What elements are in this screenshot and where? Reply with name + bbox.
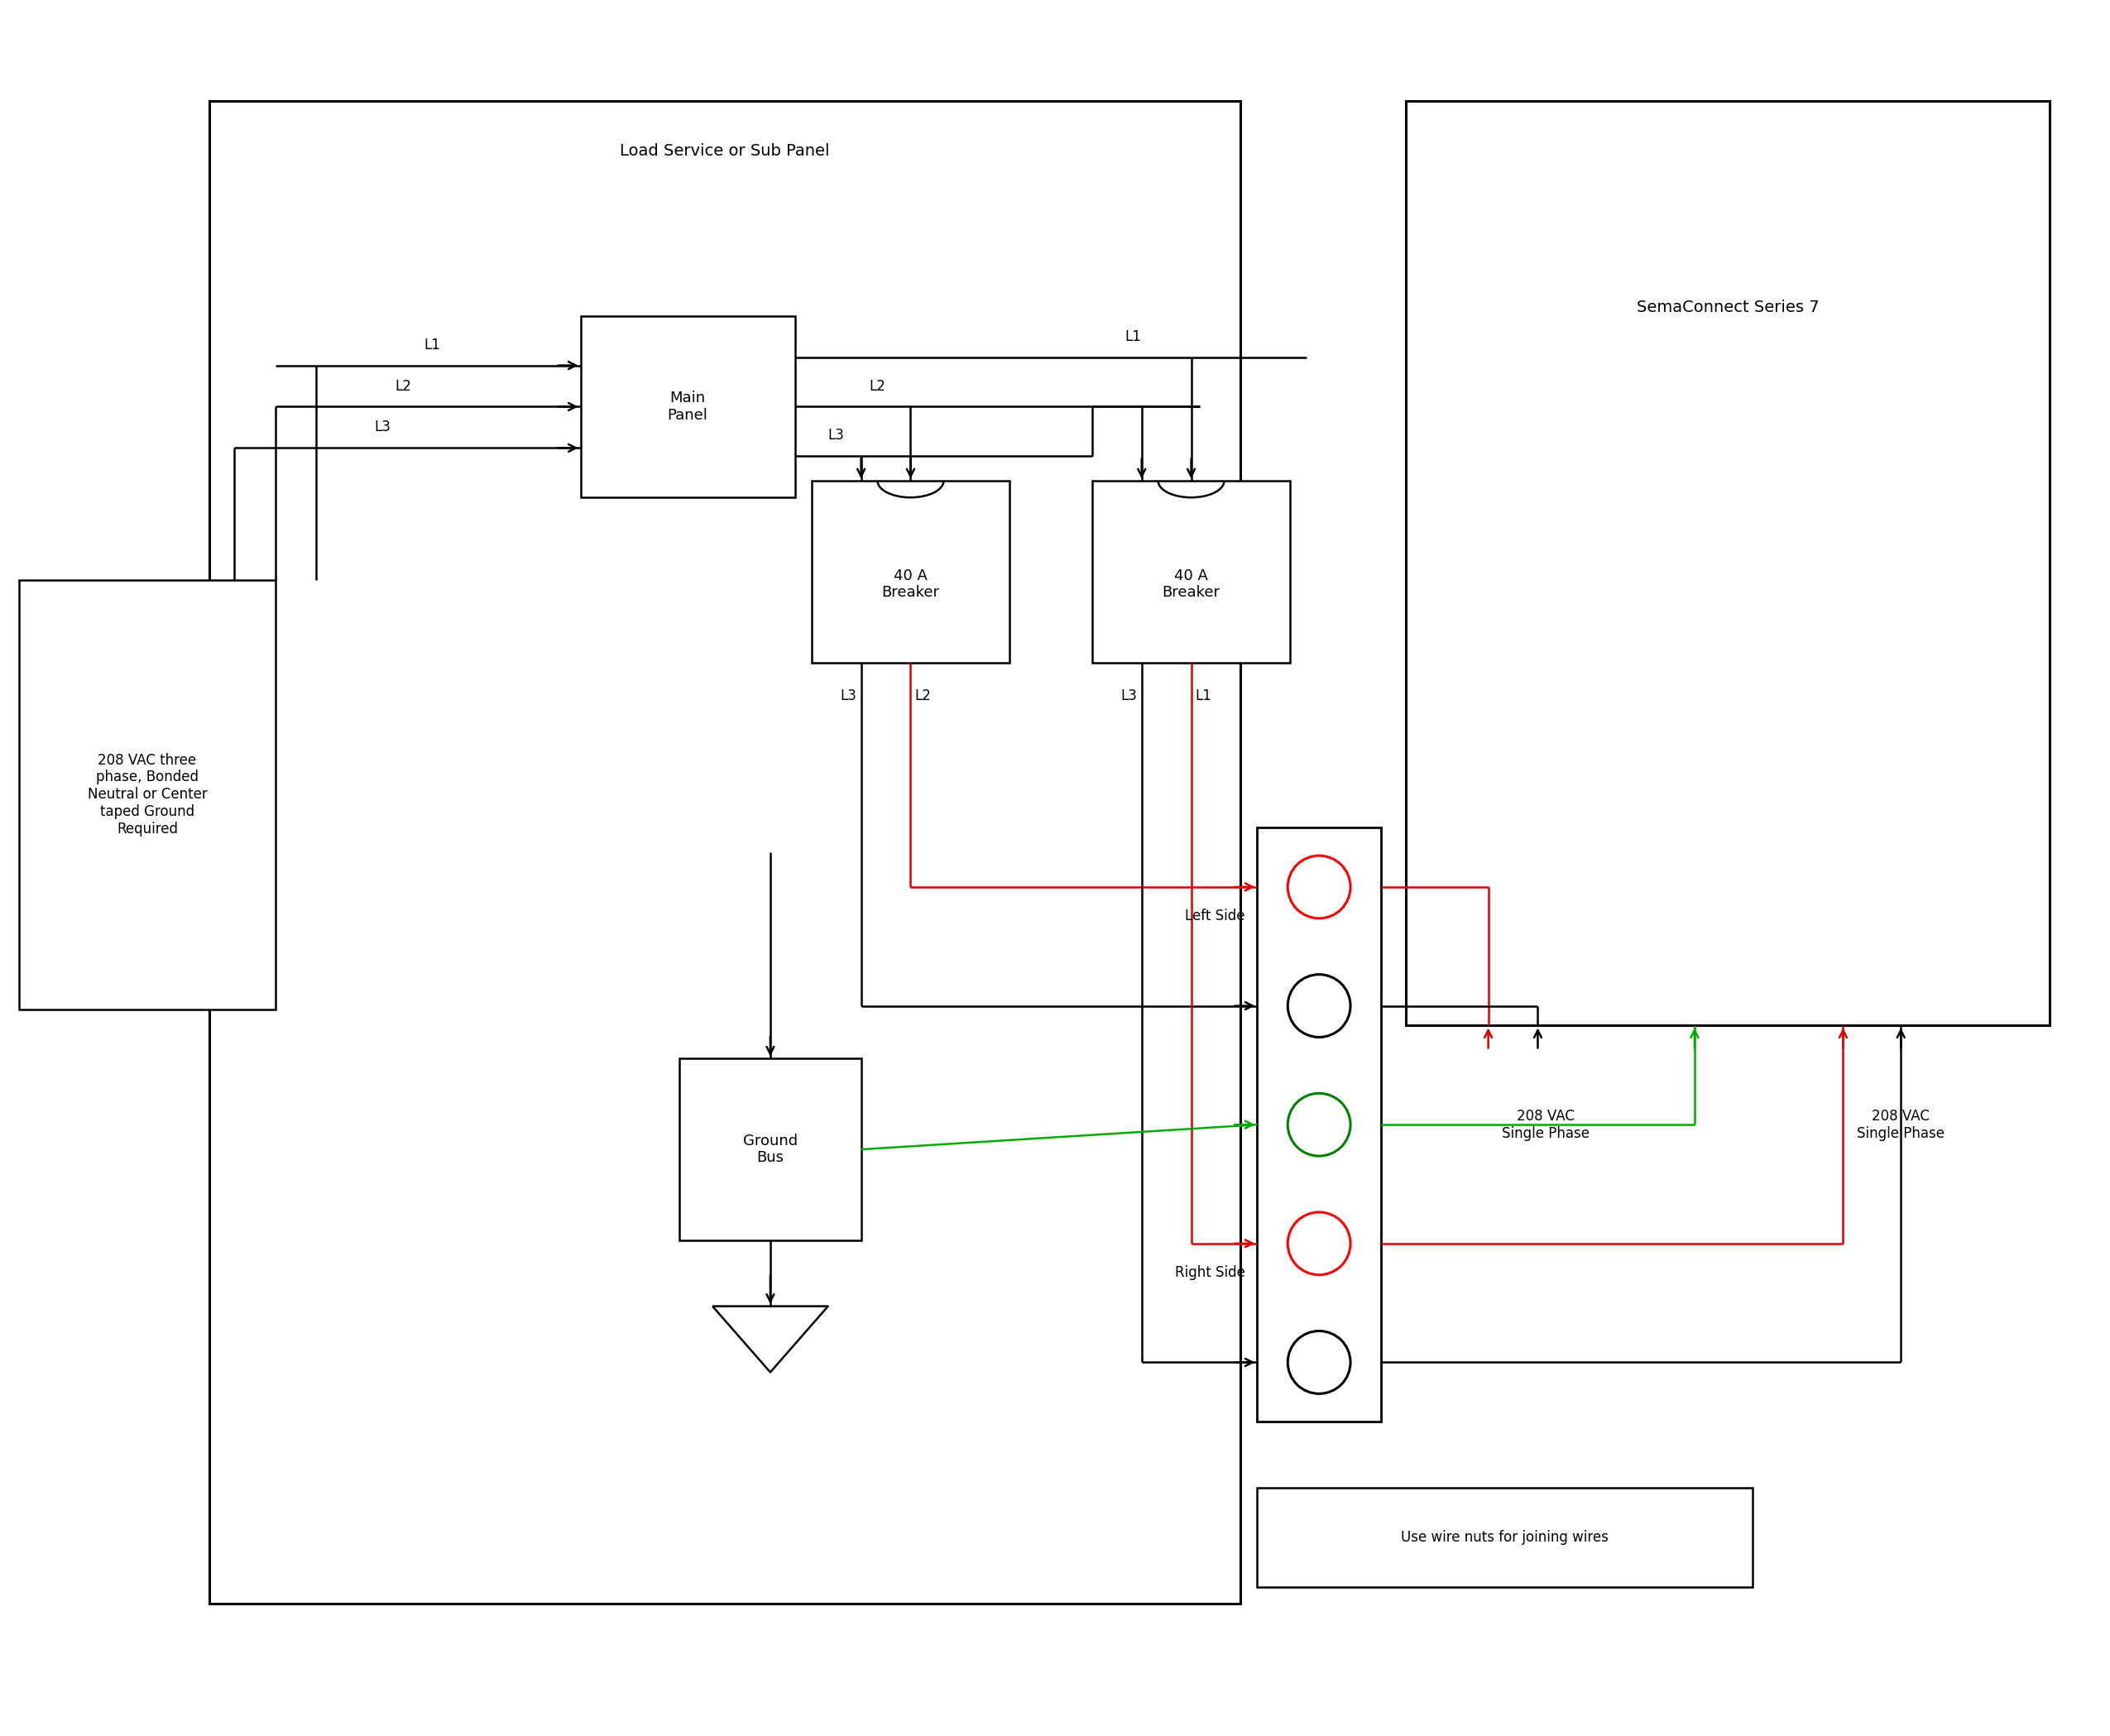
Text: L3: L3 xyxy=(1120,687,1137,703)
Text: L2: L2 xyxy=(395,378,411,394)
Bar xyxy=(812,481,1009,663)
Text: 40 A
Breaker: 40 A Breaker xyxy=(882,568,939,601)
Bar xyxy=(19,580,274,1009)
Text: L3: L3 xyxy=(827,429,844,443)
Bar xyxy=(1258,1488,1751,1587)
Text: 40 A
Breaker: 40 A Breaker xyxy=(1163,568,1220,601)
Text: 208 VAC
Single Phase: 208 VAC Single Phase xyxy=(1857,1109,1945,1141)
Bar xyxy=(580,316,795,498)
Bar xyxy=(1258,828,1380,1422)
Text: 208 VAC three
phase, Bonded
Neutral or Center
taped Ground
Required: 208 VAC three phase, Bonded Neutral or C… xyxy=(87,753,207,837)
Text: Load Service or Sub Panel: Load Service or Sub Panel xyxy=(620,142,829,158)
Text: SemaConnect Series 7: SemaConnect Series 7 xyxy=(1637,300,1819,316)
Text: 208 VAC
Single Phase: 208 VAC Single Phase xyxy=(1502,1109,1589,1141)
Text: L1: L1 xyxy=(1125,330,1142,344)
Text: Use wire nuts for joining wires: Use wire nuts for joining wires xyxy=(1401,1529,1608,1545)
Text: L3: L3 xyxy=(840,687,857,703)
Text: Main
Panel: Main Panel xyxy=(667,391,709,424)
Text: Left Side: Left Side xyxy=(1186,908,1245,924)
Text: L2: L2 xyxy=(869,378,886,394)
Text: L3: L3 xyxy=(373,420,390,434)
Bar xyxy=(1405,101,2049,1026)
Text: Right Side: Right Side xyxy=(1175,1266,1245,1279)
Text: L2: L2 xyxy=(916,687,931,703)
Bar xyxy=(1093,481,1289,663)
Text: Ground
Bus: Ground Bus xyxy=(743,1134,798,1165)
Bar xyxy=(679,1059,861,1240)
Text: L1: L1 xyxy=(424,337,441,352)
Text: L1: L1 xyxy=(1196,687,1211,703)
Bar xyxy=(209,101,1241,1604)
